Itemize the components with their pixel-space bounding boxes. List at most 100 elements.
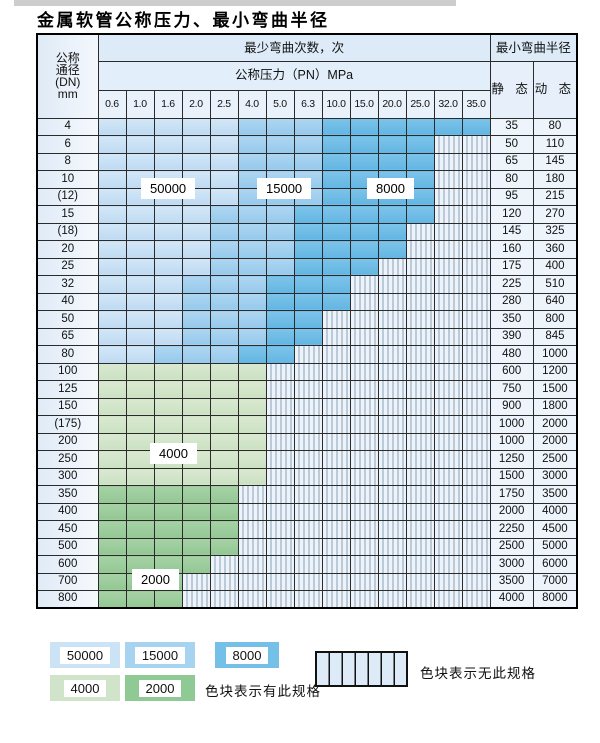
static-value-cell: 80 xyxy=(489,170,534,189)
no-spec-cell xyxy=(377,415,407,434)
dn-cell: 15 xyxy=(36,205,99,224)
spec-cell xyxy=(237,257,267,276)
spec-cell xyxy=(209,327,239,346)
no-spec-cell xyxy=(321,432,351,451)
no-spec-cell xyxy=(433,240,463,259)
dynamic-value-cell: 845 xyxy=(532,327,578,346)
spec-cell xyxy=(293,240,323,259)
dn-header-line: mm xyxy=(57,87,78,102)
pressure-value-header: 25.0 xyxy=(405,89,435,119)
spec-cell xyxy=(153,117,183,136)
spec-cell xyxy=(153,415,183,434)
no-spec-cell xyxy=(405,345,435,364)
no-spec-cell xyxy=(461,257,491,276)
no-spec-cell xyxy=(405,310,435,329)
spec-cell xyxy=(265,135,295,154)
dn-cell: 500 xyxy=(36,537,99,556)
no-spec-cell xyxy=(461,152,491,171)
no-spec-cell xyxy=(349,327,379,346)
spec-cell xyxy=(97,205,127,224)
no-spec-cell xyxy=(461,590,491,609)
no-spec-cell xyxy=(377,397,407,416)
static-value-cell: 900 xyxy=(489,397,534,416)
spec-cell xyxy=(237,135,267,154)
dn-cell: (12) xyxy=(36,187,99,206)
no-spec-cell xyxy=(265,450,295,469)
no-spec-cell xyxy=(461,555,491,574)
spec-cell xyxy=(125,240,155,259)
no-spec-cell xyxy=(405,275,435,294)
spec-cell xyxy=(125,205,155,224)
spec-cell xyxy=(349,222,379,241)
spec-cell xyxy=(209,187,239,206)
no-spec-cell xyxy=(461,170,491,189)
spec-cell xyxy=(237,275,267,294)
no-spec-cell xyxy=(293,345,323,364)
no-spec-cell xyxy=(433,537,463,556)
page-title: 金属软管公称压力、最小弯曲半径 xyxy=(37,11,330,31)
table-row: 100 600 1200 xyxy=(36,362,578,381)
no-spec-cell xyxy=(433,432,463,451)
no-spec-cell xyxy=(433,152,463,171)
region-count-label: 8000 xyxy=(367,178,414,199)
dn-cell: 200 xyxy=(36,432,99,451)
spec-cell xyxy=(153,502,183,521)
dn-header-line: 通径 xyxy=(55,63,80,78)
no-spec-cell xyxy=(433,222,463,241)
spec-cell xyxy=(209,152,239,171)
legend-swatch-label: 8000 xyxy=(225,646,269,664)
dn-cell: 40 xyxy=(36,292,99,311)
no-spec-cell xyxy=(349,345,379,364)
table-row: 20 160 360 xyxy=(36,240,578,259)
dynamic-value-cell: 3000 xyxy=(532,467,578,486)
dynamic-value-cell: 2000 xyxy=(532,432,578,451)
spec-cell xyxy=(153,240,183,259)
spec-cell xyxy=(321,205,351,224)
spec-cell xyxy=(209,467,239,486)
static-value-cell: 225 xyxy=(489,275,534,294)
spec-cell xyxy=(377,117,407,136)
no-spec-cell xyxy=(349,275,379,294)
spec-cell xyxy=(125,362,155,381)
no-spec-cell xyxy=(265,520,295,539)
no-spec-cell xyxy=(377,572,407,591)
spec-cell xyxy=(181,257,211,276)
table-row: 800 4000 8000 xyxy=(36,590,578,609)
spec-cell xyxy=(237,152,267,171)
spec-cell xyxy=(153,205,183,224)
table-row: 700 3500 7000 xyxy=(36,572,578,591)
no-spec-cell xyxy=(321,415,351,434)
dynamic-value-cell: 8000 xyxy=(532,590,578,609)
spec-cell xyxy=(181,502,211,521)
legend-swatch-15000: 15000 xyxy=(125,642,195,668)
spec-cell xyxy=(321,292,351,311)
spec-cell xyxy=(181,537,211,556)
no-spec-cell xyxy=(293,432,323,451)
spec-cell xyxy=(125,415,155,434)
dynamic-value-cell: 360 xyxy=(532,240,578,259)
region-count-label: 4000 xyxy=(150,443,197,464)
pressure-value-header: 6.3 xyxy=(293,89,323,119)
no-spec-cell xyxy=(349,520,379,539)
no-spec-cell xyxy=(321,327,351,346)
spec-table: 公称 通径 (DN) mm 最少弯曲次数，次 最小弯曲半径 公称压力（PN）MP… xyxy=(36,33,579,609)
spec-cell xyxy=(181,485,211,504)
spec-cell xyxy=(237,310,267,329)
spec-cell xyxy=(97,415,127,434)
no-spec-cell xyxy=(293,572,323,591)
no-spec-cell xyxy=(377,327,407,346)
dn-cell: 4 xyxy=(36,117,99,136)
spec-cell xyxy=(125,485,155,504)
dn-header-line: 公称 xyxy=(55,51,80,66)
spec-cell xyxy=(125,590,155,609)
legend-no-spec-swatch xyxy=(315,651,408,687)
spec-cell xyxy=(265,240,295,259)
spec-cell xyxy=(377,205,407,224)
no-spec-cell xyxy=(377,380,407,399)
spec-cell xyxy=(181,327,211,346)
spec-cell xyxy=(153,152,183,171)
no-spec-cell xyxy=(461,520,491,539)
spec-cell xyxy=(237,380,267,399)
spec-cell xyxy=(153,275,183,294)
no-spec-cell xyxy=(461,205,491,224)
